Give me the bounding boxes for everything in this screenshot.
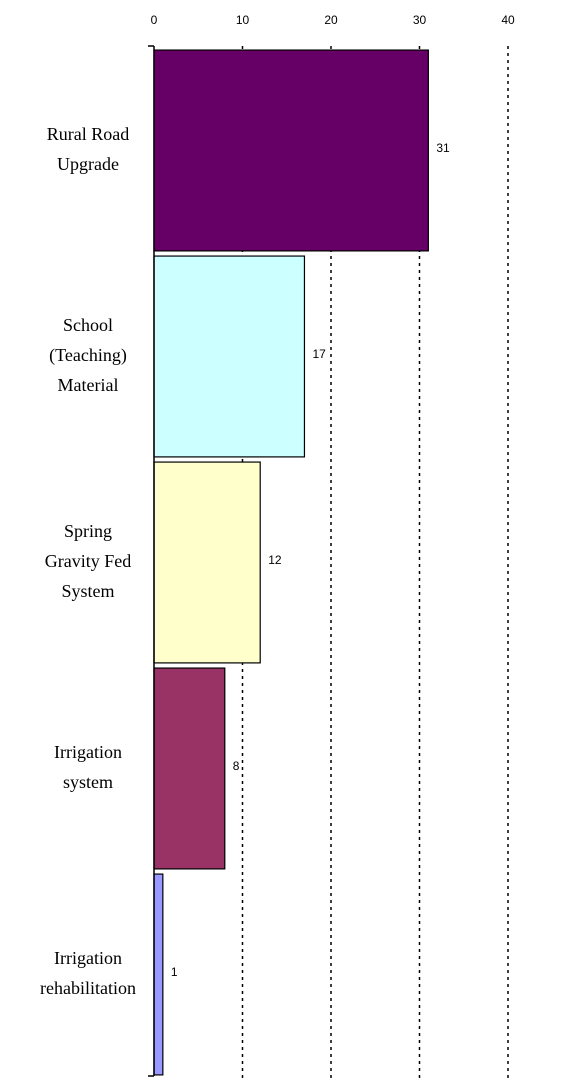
value-label: 31 — [436, 141, 450, 155]
category-label: Spring Gravity Fed System — [44, 521, 132, 601]
x-tick-label: 10 — [236, 13, 250, 27]
value-label: 12 — [268, 553, 282, 567]
value-label: 17 — [312, 347, 326, 361]
x-tick-label: 20 — [324, 13, 338, 27]
x-tick-label: 40 — [501, 13, 515, 27]
category-label: Irrigation system — [54, 742, 122, 792]
bar — [153, 49, 429, 252]
category-label: Rural Road Upgrade — [46, 124, 130, 174]
bar — [153, 667, 226, 870]
bar — [153, 461, 261, 664]
value-label: 1 — [171, 965, 178, 979]
category-label: Irrigation rehabilitation — [40, 948, 136, 998]
x-tick-label: 30 — [413, 13, 427, 27]
category-label: School (Teaching) Material — [49, 315, 127, 395]
bar — [153, 255, 306, 458]
x-tick-label: 0 — [151, 13, 158, 27]
value-label: 8 — [233, 759, 240, 773]
